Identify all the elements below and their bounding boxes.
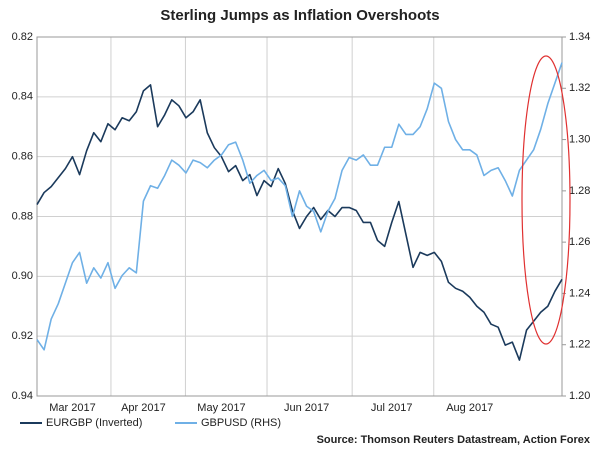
legend-label: EURGBP (Inverted) (46, 417, 142, 429)
y-tick-label: 0.92 (12, 330, 33, 342)
grid: 0.82 0.84 0.86 0.88 0.90 0.92 0.94 1.20 1.22 1.24… (12, 31, 591, 414)
lines (36, 62, 563, 361)
y2-tick-label: 1.34 (569, 31, 590, 43)
y2-tick-label: 1.22 (569, 339, 590, 351)
y2-tick-label: 1.26 (569, 236, 590, 248)
y-tick-label: 0.90 (12, 270, 33, 282)
x-tick-label: Jun 2017 (284, 402, 329, 414)
y-tick-label: 0.84 (12, 91, 33, 103)
x-tick-label: Mar 2017 (49, 402, 95, 414)
y-tick-label: 0.88 (12, 210, 33, 222)
x-tick-label: Jul 2017 (371, 402, 413, 414)
y-tick-label: 0.82 (12, 31, 33, 43)
y2-tick-label: 1.24 (569, 287, 590, 299)
y-tick-label: 0.94 (12, 390, 33, 402)
y2-tick-label: 1.28 (569, 185, 590, 197)
y2-tick-label: 1.20 (569, 390, 590, 402)
source-note: Source: Thomson Reuters Datastream, Acti… (317, 434, 591, 446)
legend: EURGBP (Inverted) GBPUSD (RHS) (20, 417, 281, 429)
x-tick-label: May 2017 (197, 402, 245, 414)
y-tick-label: 0.86 (12, 151, 33, 163)
y2-tick-label: 1.30 (569, 133, 590, 145)
y2-tick-label: 1.32 (569, 82, 590, 94)
x-tick-label: Apr 2017 (121, 402, 166, 414)
series-line (36, 62, 563, 351)
legend-label: GBPUSD (RHS) (201, 417, 281, 429)
chart-title: Sterling Jumps as Inflation Overshoots (160, 7, 439, 24)
series-line (36, 84, 563, 361)
x-tick-label: Aug 2017 (446, 402, 493, 414)
plot-frame (36, 36, 563, 397)
highlight-ellipse (521, 55, 571, 345)
